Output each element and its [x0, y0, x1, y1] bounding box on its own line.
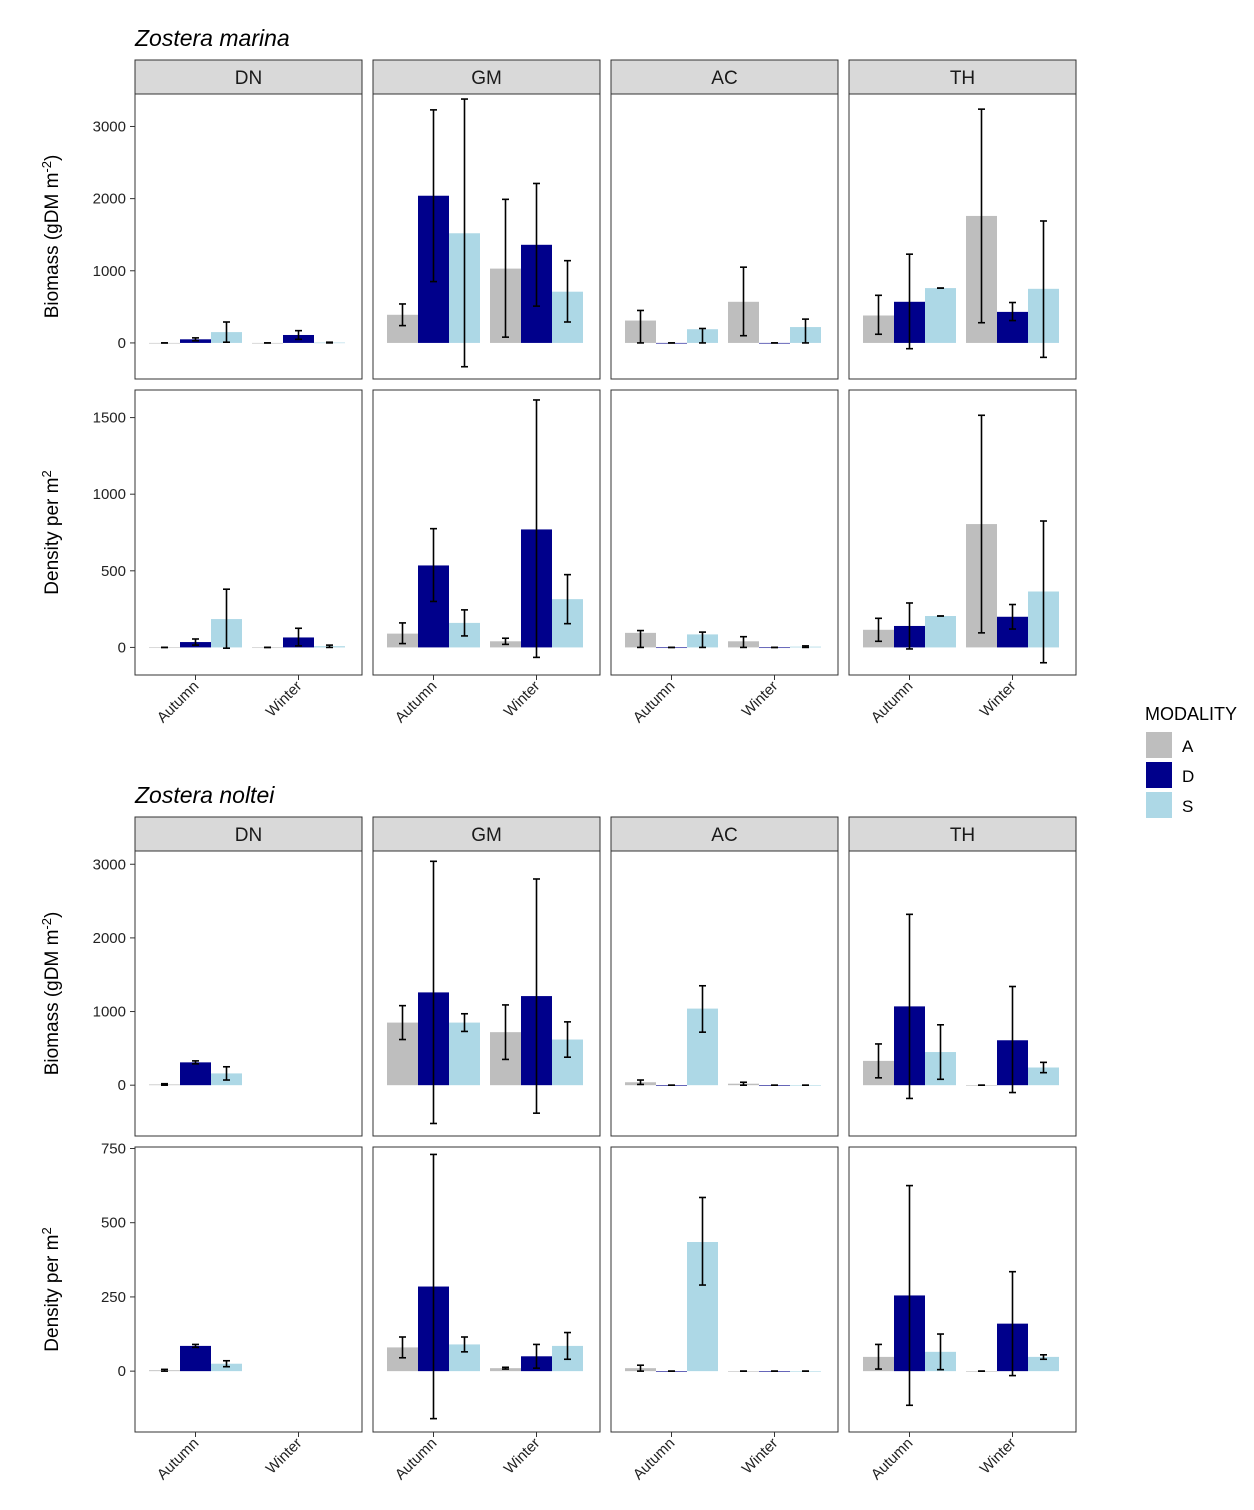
panel-border — [610, 850, 839, 1137]
bar-gm-autumn-a — [387, 1347, 418, 1372]
panel-background — [373, 1147, 600, 1432]
x-tick-label-autumn: Autumn — [392, 1435, 441, 1484]
panel-background — [611, 1147, 838, 1432]
x-tick-label-winter: Winter — [739, 1435, 782, 1478]
y-tick-label: 3000 — [93, 118, 126, 135]
panel-background — [373, 851, 600, 1136]
x-tick-label-winter: Winter — [501, 678, 544, 721]
x-tick-label-autumn: Autumn — [392, 678, 441, 727]
x-tick-label-winter: Winter — [739, 678, 782, 721]
panel-border — [848, 389, 1077, 676]
block-title-bottom: Zostera noltei — [134, 782, 275, 808]
y-axis-label-4: Density per m2 — [39, 1227, 63, 1351]
block-title-top: Zostera marina — [134, 25, 290, 51]
facet-strip-label: DN — [235, 68, 262, 89]
y-axis-label-3: Biomass (gDM m-2) — [39, 912, 63, 1076]
x-tick-label-winter: Winter — [263, 678, 306, 721]
y-tick-label: 0 — [118, 639, 126, 656]
bar-gm-autumn-s — [449, 1022, 480, 1086]
y-tick-label: 500 — [101, 563, 126, 580]
legend-swatch-a — [1146, 732, 1172, 758]
x-tick-label-autumn: Autumn — [868, 678, 917, 727]
panel-background — [135, 851, 362, 1136]
y-tick-label: 500 — [101, 1215, 126, 1232]
x-tick-label-autumn: Autumn — [154, 1435, 203, 1484]
panel-grid: Biomass (gDM m-2) 0 1000 2000 3000 DN GM AC TH De… — [39, 59, 1077, 1484]
facet-strip-ac — [610, 59, 839, 95]
facet-strip-label: AC — [711, 825, 737, 846]
bar-th-autumn-s — [925, 616, 956, 648]
legend-label-s: S — [1182, 797, 1193, 816]
x-tick-label-autumn: Autumn — [630, 678, 679, 727]
y-tick-label: 1000 — [93, 263, 126, 280]
panel-background — [135, 390, 362, 675]
facet-strip-th — [848, 816, 1077, 852]
bar-th-winter-s — [1028, 1356, 1059, 1372]
panel-border — [134, 1146, 363, 1433]
y-tick-label: 750 — [101, 1140, 126, 1157]
x-tick-label-autumn: Autumn — [154, 678, 203, 727]
y-tick-label: 1000 — [93, 1004, 126, 1021]
panel-border — [848, 850, 1077, 1137]
panel-border — [848, 1146, 1077, 1433]
facet-strip-label: TH — [950, 68, 975, 89]
legend-swatch-s — [1146, 792, 1172, 818]
legend-label-d: D — [1182, 767, 1194, 786]
y-tick-label: 250 — [101, 1289, 126, 1306]
panel-background — [849, 1147, 1076, 1432]
bar-dn-autumn-d — [180, 1345, 211, 1372]
panel-border — [134, 389, 363, 676]
x-tick-label-autumn: Autumn — [868, 1435, 917, 1484]
y-tick-label: 0 — [118, 335, 126, 352]
facet-strip-th — [848, 59, 1077, 95]
panel-border — [848, 93, 1077, 380]
y-axis-label-2: Density per m2 — [39, 470, 63, 594]
y-axis-label-1: Biomass (gDM m-2) — [39, 155, 63, 319]
y-tick-label: 2000 — [93, 191, 126, 208]
y-tick-label: 3000 — [93, 856, 126, 873]
x-tick-label-winter: Winter — [977, 1435, 1020, 1478]
x-tick-label-autumn: Autumn — [630, 1435, 679, 1484]
panel-border — [372, 1146, 601, 1433]
legend-swatch-d — [1146, 762, 1172, 788]
legend: MODALITY A D S — [1145, 704, 1237, 818]
x-tick-label-winter: Winter — [263, 1435, 306, 1478]
legend-title: MODALITY — [1145, 704, 1237, 724]
facet-strip-dn — [134, 59, 363, 95]
y-tick-label: 1500 — [93, 410, 126, 427]
facet-strip-label: GM — [471, 825, 502, 846]
facet-strip-label: AC — [711, 68, 737, 89]
panel-background — [849, 851, 1076, 1136]
facet-strip-dn — [134, 816, 363, 852]
y-tick-label: 2000 — [93, 930, 126, 947]
panel-background — [135, 94, 362, 379]
bar-th-autumn-s — [925, 288, 956, 343]
panel-border — [372, 93, 601, 380]
legend-label-a: A — [1182, 737, 1194, 756]
panel-border — [134, 93, 363, 380]
facet-strip-gm — [372, 59, 601, 95]
panel-border — [372, 389, 601, 676]
bar-dn-autumn-d — [180, 1062, 211, 1086]
y-tick-label: 1000 — [93, 486, 126, 503]
panel-background — [611, 390, 838, 675]
panel-border — [610, 93, 839, 380]
panel-border — [134, 850, 363, 1137]
x-tick-label-winter: Winter — [977, 678, 1020, 721]
y-tick-label: 0 — [118, 1077, 126, 1094]
x-tick-label-winter: Winter — [501, 1435, 544, 1478]
y-tick-label: 0 — [118, 1363, 126, 1380]
panel-background — [135, 1147, 362, 1432]
panel-border — [610, 1146, 839, 1433]
facet-strip-label: GM — [471, 68, 502, 89]
panel-background — [611, 851, 838, 1136]
panel-border — [610, 389, 839, 676]
facet-strip-label: DN — [235, 825, 262, 846]
facet-strip-gm — [372, 816, 601, 852]
facet-strip-label: TH — [950, 825, 975, 846]
panel-border — [372, 850, 601, 1137]
bar-th-winter-s — [1028, 1067, 1059, 1086]
